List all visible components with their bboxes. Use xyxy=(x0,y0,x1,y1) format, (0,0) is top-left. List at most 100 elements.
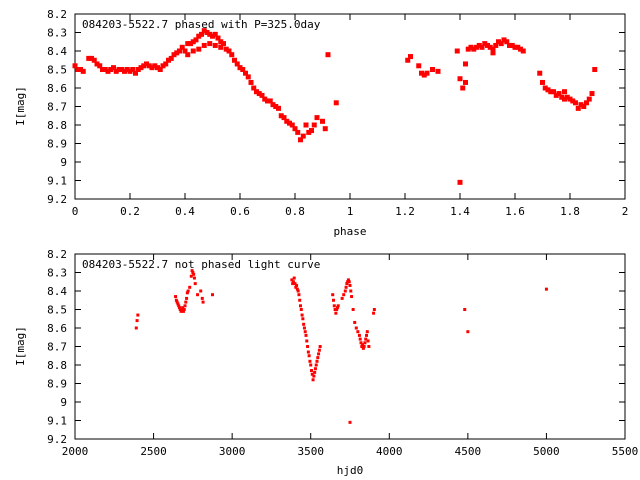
unphased-x-tick-label: 4500 xyxy=(455,445,482,458)
unphased-data-point xyxy=(306,345,310,348)
phased-plot-frame xyxy=(74,13,626,200)
unphased-data-point xyxy=(347,280,351,284)
phased-data-point xyxy=(482,41,488,47)
unphased-data-point xyxy=(175,300,179,304)
unphased-x-tick-label: 5500 xyxy=(612,445,639,458)
unphased-data-point xyxy=(313,367,317,371)
phased-data-point xyxy=(512,44,518,50)
unphased-data-point xyxy=(309,363,313,367)
phased-data-point xyxy=(75,67,81,72)
unphased-y-tick-label: 9.2 xyxy=(47,433,67,446)
phased-x-tick-label: 1.2 xyxy=(395,205,415,218)
unphased-data-point xyxy=(190,269,194,273)
phased-y-tick-label: 8.7 xyxy=(47,101,67,114)
unphased-data-point xyxy=(343,289,347,293)
phased-data-point xyxy=(460,85,466,91)
unphased-data-points xyxy=(134,269,548,424)
phased-data-point xyxy=(201,28,207,34)
unphased-data-point xyxy=(189,274,193,278)
phased-data-point xyxy=(130,67,136,72)
phased-data-point xyxy=(243,70,248,76)
unphased-data-point xyxy=(336,304,340,308)
unphased-data-point xyxy=(364,337,368,341)
phased-x-tick-label: 0 xyxy=(72,205,79,218)
phased-data-point xyxy=(166,57,171,63)
phased-data-point xyxy=(221,41,226,47)
phased-data-point xyxy=(160,63,166,69)
unphased-data-point xyxy=(297,293,301,297)
phased-data-point xyxy=(188,41,193,47)
unphased-data-point xyxy=(362,345,366,348)
unphased-data-point xyxy=(199,289,203,293)
unphased-data-point xyxy=(200,296,204,300)
unphased-x-tick-label: 2500 xyxy=(140,445,167,458)
phased-data-point xyxy=(210,33,215,39)
unphased-y-tick-label: 8.5 xyxy=(47,304,67,317)
phased-y-tick-label: 9.2 xyxy=(47,193,67,206)
unphased-data-point xyxy=(332,298,335,302)
phased-data-point xyxy=(215,35,221,41)
phased-data-point xyxy=(485,42,490,48)
unphased-data-point xyxy=(348,283,352,287)
unphased-data-point xyxy=(179,309,183,313)
phased-chart-title: 084203-5522.7 phased with P=325.0day xyxy=(82,18,321,31)
phased-data-point xyxy=(97,63,103,69)
phased-data-point xyxy=(190,48,196,54)
phased-data-point xyxy=(463,61,468,67)
unphased-data-point xyxy=(335,306,339,310)
phased-data-point xyxy=(298,137,303,143)
unphased-data-point xyxy=(134,326,138,330)
unphased-data-point xyxy=(316,356,320,360)
phased-data-point xyxy=(196,46,202,52)
unphased-data-point xyxy=(367,345,371,348)
phased-data-point xyxy=(193,37,199,43)
phased-data-point xyxy=(237,65,243,71)
unphased-data-point xyxy=(302,326,306,330)
phased-x-axis-label: phase xyxy=(333,225,366,238)
unphased-data-point xyxy=(178,306,181,310)
unphased-data-point xyxy=(302,322,306,326)
unphased-x-tick-label: 3500 xyxy=(297,445,324,458)
phased-data-point xyxy=(105,68,111,74)
phased-data-point xyxy=(408,54,413,60)
phased-data-point xyxy=(520,48,526,54)
phased-y-tick-label: 8.9 xyxy=(47,138,67,151)
phased-data-point xyxy=(278,113,284,119)
phased-data-point xyxy=(504,39,510,45)
phased-y-tick-label: 9.1 xyxy=(47,175,67,188)
unphased-data-point xyxy=(346,280,350,284)
unphased-data-point xyxy=(306,350,310,354)
phased-y-tick-label: 8.3 xyxy=(47,27,67,40)
phased-data-point xyxy=(570,98,576,104)
phased-data-point xyxy=(218,44,224,50)
phased-data-point xyxy=(190,39,196,45)
phased-x-tick-label: 1 xyxy=(347,205,354,218)
phased-data-point xyxy=(185,41,191,47)
phased-data-point xyxy=(254,89,259,95)
unphased-data-point xyxy=(356,330,360,334)
phased-data-point xyxy=(267,98,273,104)
unphased-data-point xyxy=(174,295,178,299)
unphased-data-point xyxy=(340,296,344,300)
phased-data-point xyxy=(311,122,317,128)
unphased-data-point xyxy=(178,308,182,311)
unphased-data-point xyxy=(181,309,185,313)
phased-x-tick-label: 0.4 xyxy=(175,205,195,218)
unphased-data-point xyxy=(361,346,365,350)
unphased-data-point xyxy=(184,300,188,304)
unphased-data-point xyxy=(365,333,368,337)
phased-data-point xyxy=(515,44,521,50)
unphased-data-point xyxy=(294,285,298,289)
unphased-data-point xyxy=(357,333,361,337)
phased-data-point xyxy=(91,57,97,63)
phased-data-point xyxy=(212,42,218,48)
unphased-data-point xyxy=(348,420,352,424)
unphased-x-axis-label: hjd0 xyxy=(337,464,364,477)
phased-data-point xyxy=(553,92,559,98)
unphased-data-point xyxy=(303,330,307,334)
unphased-y-tick-label: 8.6 xyxy=(47,322,67,335)
unphased-data-point xyxy=(295,287,299,291)
phased-data-point xyxy=(567,96,573,102)
phased-data-point xyxy=(303,122,309,128)
unphased-x-tick-label: 2000 xyxy=(62,445,89,458)
